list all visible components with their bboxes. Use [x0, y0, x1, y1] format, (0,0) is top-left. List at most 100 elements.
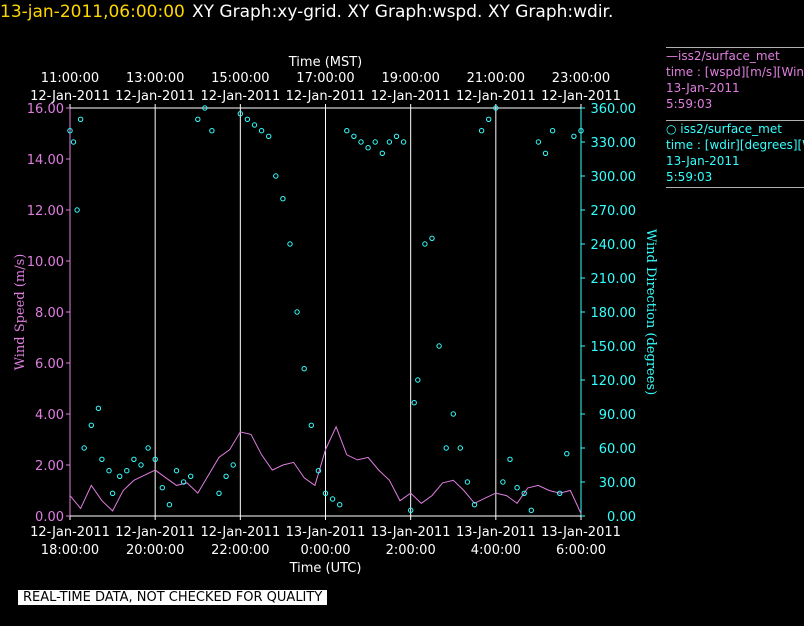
wdir-point [372, 139, 378, 145]
wdir-point [81, 445, 87, 451]
wdir-point [202, 105, 208, 111]
wdir-point [308, 422, 314, 428]
wdir-point [223, 473, 229, 479]
wdir-point [287, 241, 293, 247]
wdir-point [429, 235, 435, 242]
wdir-point [258, 128, 265, 134]
wdir-point [294, 309, 300, 315]
wdir-point [358, 139, 364, 145]
wdir-point [542, 150, 549, 157]
left-tick-label: 14.00 [27, 153, 64, 168]
wdir-point [67, 128, 73, 134]
title-date: 13-jan-2011,06:00:00 [0, 2, 185, 22]
right-tick-label: 330.00 [591, 136, 637, 151]
left-tick-label: 10.00 [27, 255, 64, 270]
wdir-point [99, 456, 105, 462]
top-tick-date: 12-Jan-2011 [371, 89, 451, 104]
wdir-point [138, 462, 144, 468]
wdir-point [195, 116, 201, 123]
wdir-point [528, 507, 534, 513]
legend-wdir-variable: time : [wdir][degrees][W [666, 138, 804, 152]
bottom-tick-date: 12-Jan-2011 [30, 525, 110, 540]
title-graphs: XY Graph:xy-grid. XY Graph:wspd. XY Grap… [192, 2, 614, 22]
legend-wdir-time: 5:59:03 [666, 170, 713, 184]
quality-warning: REAL-TIME DATA, NOT CHECKED FOR QUALITY [18, 590, 328, 605]
wdir-point [166, 502, 173, 508]
bottom-tick-date: 13-Jan-2011 [371, 525, 451, 540]
top-tick-time: 19:00:00 [381, 71, 439, 86]
top-axis-title: Time (MST) [288, 55, 363, 70]
wdir-point [216, 490, 222, 496]
right-tick-label: 60.00 [599, 442, 636, 457]
wdir-point [564, 451, 570, 457]
bottom-tick-time: 6:00:00 [556, 543, 606, 558]
left-tick-label: 12.00 [27, 204, 64, 219]
top-tick-date: 12-Jan-2011 [541, 89, 621, 104]
wdir-point [329, 496, 336, 502]
wdir-point [464, 479, 471, 485]
wdir-point [578, 128, 584, 134]
right-tick-label: 0.00 [607, 510, 636, 525]
bottom-axis-title: Time (UTC) [289, 561, 362, 576]
bottom-tick-time: 20:00:00 [126, 543, 184, 558]
bottom-tick-date: 12-Jan-2011 [115, 525, 195, 540]
wdir-point [88, 422, 95, 428]
wdir-point [280, 196, 286, 202]
wdir-point [557, 490, 563, 496]
wdir-point [70, 139, 77, 145]
right-tick-label: 90.00 [599, 408, 636, 423]
wdir-point [500, 479, 506, 485]
top-tick-time: 21:00:00 [467, 71, 525, 86]
wdir-point [237, 111, 244, 117]
wdir-point [379, 150, 385, 157]
wdir-point [386, 139, 393, 145]
top-tick-date: 12-Jan-2011 [456, 89, 536, 104]
wdir-point [422, 241, 428, 247]
legend-wspd-variable: time : [wspd][m/s][Wind [666, 65, 804, 79]
wdir-point [443, 445, 449, 451]
wdir-point [493, 105, 499, 111]
wdir-point [393, 133, 400, 140]
left-axis-title: Wind Speed (m/s) [13, 254, 28, 371]
wdir-point [337, 502, 343, 508]
bottom-tick-date: 13-Jan-2011 [456, 525, 536, 540]
wdir-point [209, 128, 215, 134]
wdir-point [478, 128, 485, 134]
wdir-point [344, 128, 350, 134]
right-tick-label: 360.00 [591, 102, 637, 117]
bottom-tick-time: 18:00:00 [41, 543, 99, 558]
right-tick-label: 150.00 [591, 340, 637, 355]
right-tick-label: 210.00 [591, 272, 637, 287]
wdir-point [230, 462, 236, 468]
left-tick-label: 4.00 [35, 408, 64, 423]
legend-wspd-date: 13-Jan-2011 [666, 81, 740, 95]
bottom-tick-time: 0:00:00 [300, 543, 350, 558]
wdir-point [301, 366, 307, 372]
wdir-point [77, 116, 84, 123]
right-axis-title: Wind Direction (degrees) [643, 229, 658, 395]
legend-wspd-time: 5:59:03 [666, 97, 713, 111]
wdir-point [266, 133, 272, 140]
right-tick-label: 270.00 [591, 204, 637, 219]
title-bar: 13-jan-2011,06:00:00 XY Graph:xy-grid. X… [0, 0, 804, 24]
wdir-point [400, 139, 407, 145]
wdir-point [450, 411, 456, 417]
legend-wdir-station: ○ iss2/surface_met [666, 122, 782, 136]
bottom-tick-time: 22:00:00 [211, 543, 269, 558]
right-tick-label: 30.00 [599, 476, 636, 491]
wdir-point [411, 400, 417, 406]
wdir-point [180, 479, 187, 485]
legend-wdir: ○ iss2/surface_met time : [wdir][degrees… [666, 120, 804, 188]
top-tick-date: 12-Jan-2011 [286, 89, 366, 104]
wdir-point [251, 122, 258, 128]
wdir-point [188, 473, 194, 479]
left-tick-label: 16.00 [27, 102, 64, 117]
bottom-tick-date: 13-Jan-2011 [541, 525, 621, 540]
top-tick-time: 15:00:00 [211, 71, 269, 86]
top-tick-time: 23:00:00 [552, 71, 610, 86]
wdir-point [571, 133, 577, 140]
wdir-point [159, 485, 166, 491]
wdir-point [109, 490, 116, 496]
wdir-point [173, 468, 180, 474]
